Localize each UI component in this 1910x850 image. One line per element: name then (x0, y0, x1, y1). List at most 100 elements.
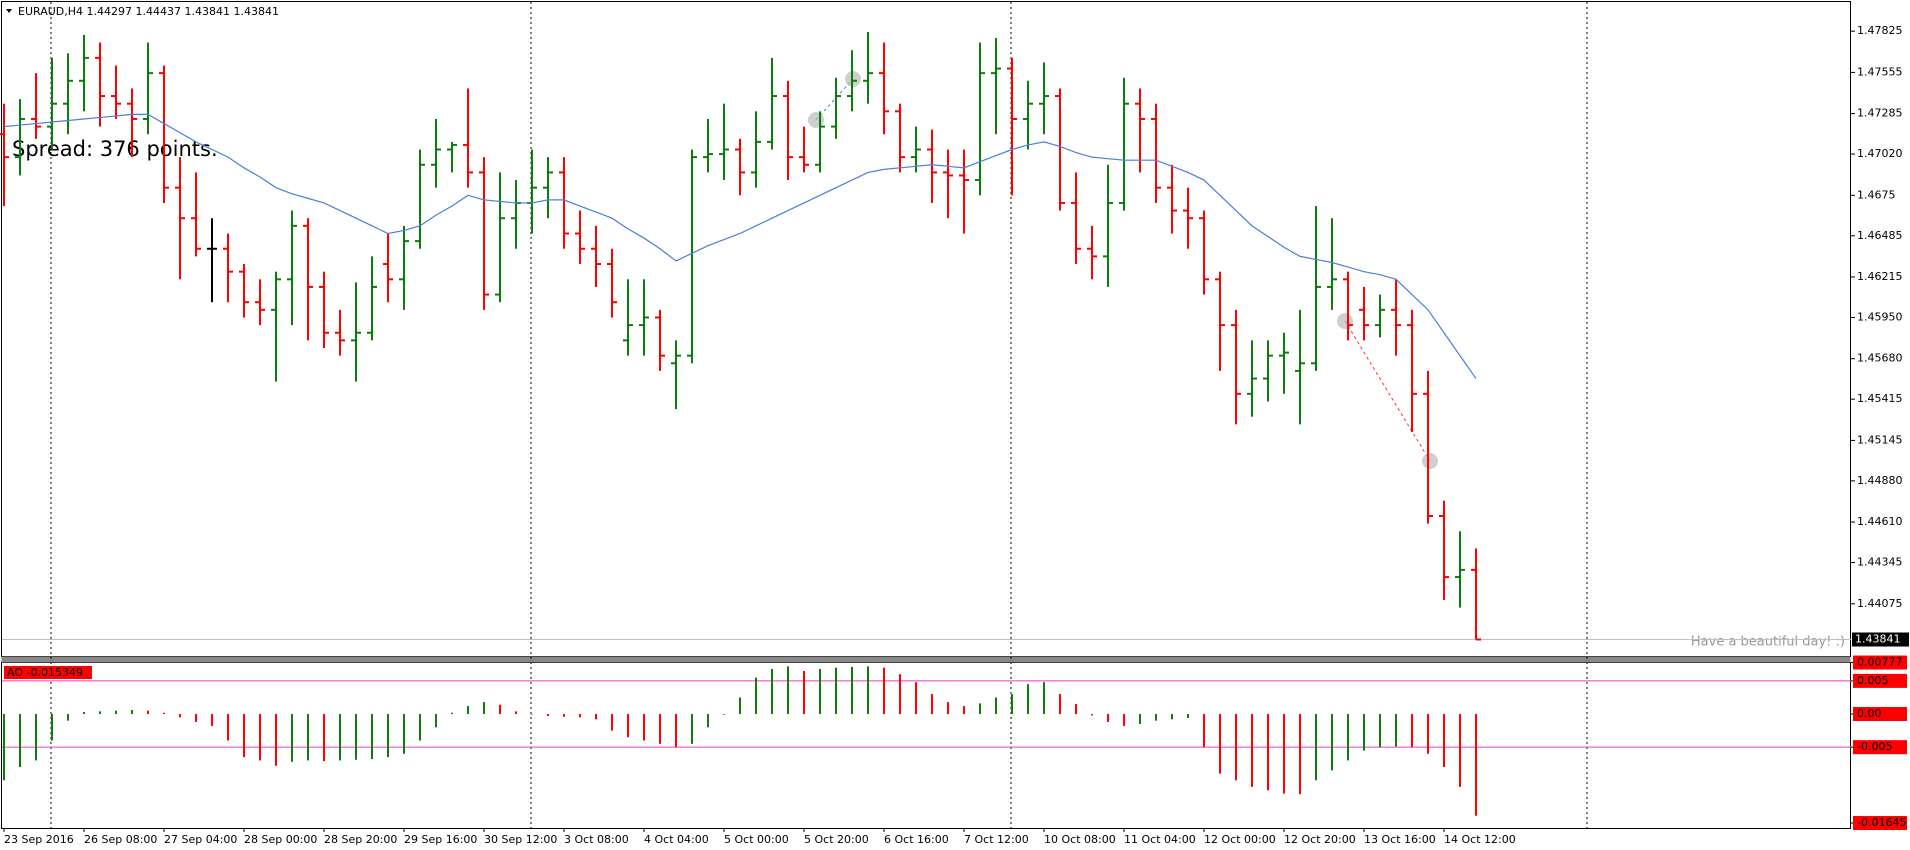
ao-bar (1155, 714, 1157, 721)
ao-bar (35, 714, 37, 761)
ao-bar (1395, 714, 1397, 747)
ao-bar (1123, 714, 1125, 726)
ao-bar (451, 712, 453, 715)
ao-bar (659, 714, 661, 744)
y-tick-label: 1.46485 (1857, 229, 1903, 242)
x-tick-label: 23 Sep 2016 (4, 833, 74, 846)
ao-bar (1043, 682, 1045, 715)
ao-bar (1315, 714, 1317, 781)
ao-bar (131, 710, 133, 715)
y-tick-label: 1.44880 (1857, 474, 1903, 487)
ao-bar (771, 668, 773, 715)
ao-bar (563, 714, 565, 717)
y-tick-label: 1.4675 (1857, 188, 1896, 201)
ao-bar (435, 714, 437, 728)
ao-bar (1459, 714, 1461, 787)
x-tick-label: 13 Oct 16:00 (1364, 833, 1436, 846)
ao-bar (851, 666, 853, 715)
ao-bar (1235, 714, 1237, 781)
price-box (1852, 632, 1909, 647)
x-tick-label: 12 Oct 00:00 (1204, 833, 1276, 846)
y-tick-label: 0.00 (1857, 707, 1882, 720)
spread-note: Spread: 376 points. (12, 137, 218, 161)
ao-bar (755, 677, 757, 715)
x-tick-label: 5 Oct 00:00 (724, 833, 789, 846)
y-tick-label: 1.44345 (1857, 556, 1903, 569)
ao-bar (627, 714, 629, 738)
ao-bar (1427, 714, 1429, 754)
ao-bar (99, 711, 101, 715)
ao-bar (1187, 714, 1189, 718)
ao-bar (1219, 714, 1221, 774)
ao-bar (899, 674, 901, 715)
x-tick-label: 28 Sep 00:00 (244, 833, 317, 846)
y-tick-label: 1.47020 (1857, 147, 1903, 160)
ao-bar (979, 703, 981, 715)
y-tick-box (1853, 655, 1907, 670)
ao-bar (1443, 714, 1445, 768)
ao-bar (803, 670, 805, 715)
y-tick-label: -0.005 (1857, 740, 1892, 753)
ao-bar (611, 714, 613, 731)
ao-bar (195, 714, 197, 722)
ao-bar (291, 714, 293, 762)
ao-bar (931, 694, 933, 715)
ao-bar (163, 712, 165, 715)
ao-bar (515, 711, 517, 715)
y-tick-box (1853, 740, 1907, 755)
y-tick-label: 1.47825 (1857, 24, 1903, 37)
ao-bar (1267, 714, 1269, 791)
greeting: Have a beautiful day! :) (1691, 635, 1845, 650)
ao-bar (643, 714, 645, 741)
ao-label: AO -0.015349 (7, 666, 83, 679)
x-tick-label: 3 Oct 08:00 (564, 833, 629, 846)
ao-bar (83, 712, 85, 715)
ao-bar (739, 697, 741, 715)
separator (1, 656, 1851, 663)
ao-bar (387, 714, 389, 758)
ao-bar (355, 714, 357, 760)
y-tick-label: 1.45145 (1857, 433, 1903, 446)
trade-marker (1422, 453, 1438, 469)
x-tick-label: 11 Oct 04:00 (1124, 833, 1196, 846)
ao-bar (1091, 714, 1093, 716)
x-tick-label: 10 Oct 08:00 (1044, 833, 1116, 846)
x-tick-label: 4 Oct 04:00 (644, 833, 709, 846)
x-tick-label: 27 Sep 04:00 (164, 833, 237, 846)
ao-bar (243, 714, 245, 758)
ao-bar (963, 706, 965, 715)
ao-bar (1363, 714, 1365, 751)
ao-bar (115, 710, 117, 715)
ao-bar (179, 714, 181, 718)
y-tick-label: 1.45680 (1857, 352, 1903, 365)
ao-bar (1347, 714, 1349, 761)
ao-bar (1171, 714, 1173, 720)
ao-bar (259, 714, 261, 761)
trade-marker (808, 112, 824, 128)
ao-bar (1251, 714, 1253, 787)
ao-bar (595, 714, 597, 720)
x-tick-label: 5 Oct 20:00 (804, 833, 869, 846)
ao-label-box (4, 666, 92, 679)
y-tick-label: 1.45950 (1857, 310, 1903, 323)
y-tick-label: 1.45415 (1857, 392, 1903, 405)
x-tick-label: 7 Oct 12:00 (964, 833, 1029, 846)
ao-bar (1331, 714, 1333, 771)
y-tick-label: 1.44610 (1857, 515, 1903, 528)
ao-bar (147, 710, 149, 715)
ao-bar (275, 714, 277, 766)
ao-bar (19, 714, 21, 768)
ao-bar (419, 714, 421, 741)
ao-bar (723, 714, 725, 715)
ao-bar (1139, 714, 1141, 724)
ao-bar (339, 714, 341, 761)
y-tick-label: 1.46215 (1857, 270, 1903, 283)
y-tick-label: -0.01645 (1857, 816, 1906, 829)
ao-bar (211, 714, 213, 726)
ao-bar (1379, 714, 1381, 748)
ao-bar (995, 697, 997, 715)
x-tick-label: 28 Sep 20:00 (324, 833, 397, 846)
x-tick-label: 14 Oct 12:00 (1444, 833, 1516, 846)
x-tick-label: 6 Oct 16:00 (884, 833, 949, 846)
x-tick-label: 12 Oct 20:00 (1284, 833, 1356, 846)
